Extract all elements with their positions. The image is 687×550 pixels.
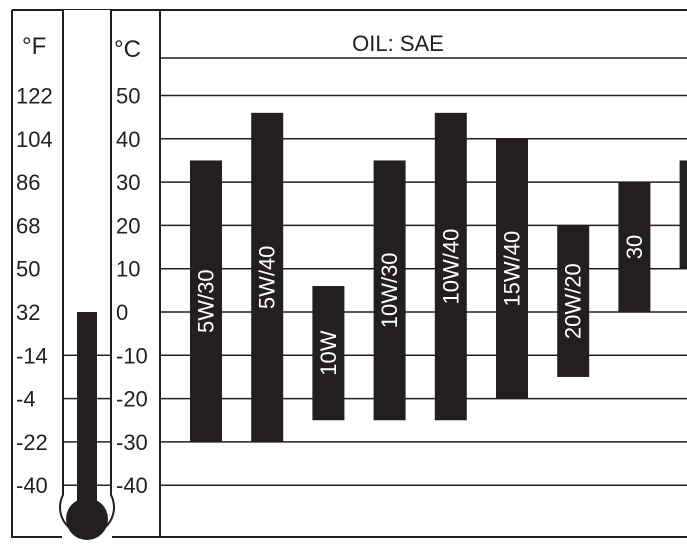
viscosity-bar [190,160,222,442]
fahrenheit-tick-label: 86 [16,170,40,195]
viscosity-bar-label: 40 [683,202,687,226]
viscosity-bar-label: 5W/40 [255,246,280,310]
fahrenheit-tick-label: -22 [16,430,48,455]
fahrenheit-tick-label: 122 [16,84,53,109]
grid-lines [160,94,687,486]
fahrenheit-tick-label: 104 [16,127,53,152]
viscosity-bars: 5W/30 5W/40 10W 10W/30 10W/40 15W/40 20W/20 30 4… [190,112,687,442]
celsius-tick-label: 40 [116,127,140,152]
axis-labels: °F °C OIL: SAE 50 122 40 104 30 86 20 68 10 50 0 32… [16,31,444,498]
celsius-tick-label: 10 [116,257,140,282]
chart-frame [11,9,687,538]
celsius-tick-label: -20 [116,387,148,412]
celsius-tick-label: -10 [116,343,148,368]
fahrenheit-tick-label: -40 [16,473,48,498]
viscosity-bar-label: 10W [316,330,341,375]
viscosity-bar [251,112,284,442]
viscosity-bar [618,182,651,312]
viscosity-bar [496,138,528,399]
viscosity-bar-label: 30 [622,235,647,259]
celsius-tick-label: -30 [116,430,148,455]
chart-title: OIL: SAE [352,31,444,56]
fahrenheit-tick-label: 68 [16,213,40,238]
celsius-tick-label: 30 [116,170,140,195]
viscosity-bar [312,286,345,421]
thermometer-icon [59,10,115,540]
fahrenheit-unit-label: °F [22,33,46,60]
viscosity-bar-label: 15W/40 [500,231,525,307]
viscosity-bar [373,160,406,421]
celsius-tick-label: 0 [116,300,128,325]
fahrenheit-tick-label: -4 [16,387,36,412]
viscosity-bar-label: 10W/40 [438,229,463,305]
celsius-tick-label: -40 [116,473,148,498]
viscosity-bar [679,160,687,269]
viscosity-bar [434,112,467,421]
viscosity-bar-label: 5W/30 [194,269,219,333]
fahrenheit-tick-label: 50 [16,257,40,282]
fahrenheit-tick-label: -14 [16,343,48,368]
fahrenheit-tick-label: 32 [16,300,40,325]
celsius-tick-label: 20 [116,213,140,238]
viscosity-bar-label: 10W/30 [377,252,402,328]
viscosity-bar-label: 20W/20 [561,263,586,339]
thermometer-fluid [77,312,97,519]
celsius-tick-label: 50 [116,84,140,109]
celsius-unit-label: °C [114,36,141,63]
viscosity-bar [557,225,590,377]
